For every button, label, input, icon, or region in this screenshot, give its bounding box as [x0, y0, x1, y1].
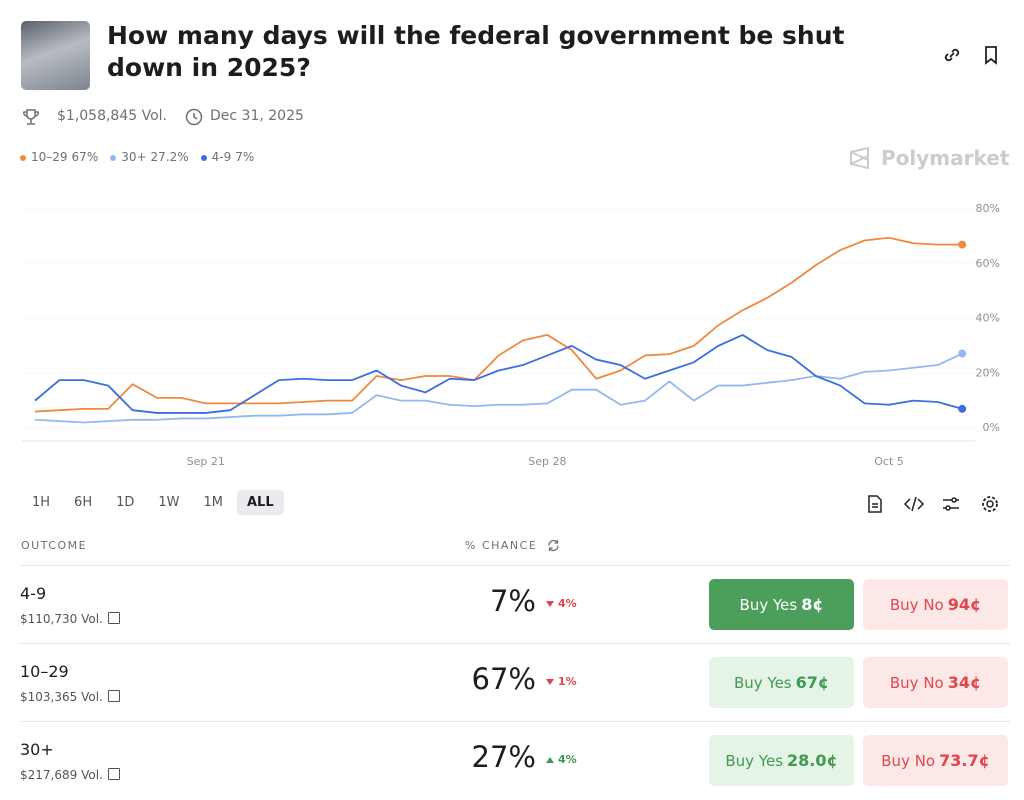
- outcome-name: 10–29: [20, 662, 69, 681]
- outcome-volume: $103,365 Vol.: [20, 690, 120, 704]
- buy-yes-button[interactable]: Buy Yes 67¢: [709, 657, 854, 708]
- change-arrow: [546, 679, 554, 685]
- buy-no-label: Buy No: [889, 673, 944, 692]
- outcome-volume: $217,689 Vol.: [20, 768, 120, 782]
- buy-yes-button[interactable]: Buy Yes 8¢: [709, 579, 854, 630]
- range-button[interactable]: 1M: [203, 495, 224, 510]
- title: How many days will the federal governmen…: [107, 21, 845, 82]
- legend-item: 30+ 27.2%: [110, 150, 189, 164]
- buy-no-label: Buy No: [889, 595, 944, 614]
- x-tick-label: Sep 21: [187, 455, 225, 468]
- brand: Polymarket: [881, 146, 1010, 170]
- buy-yes-price: 28.0¢: [787, 751, 838, 770]
- range-button[interactable]: 6H: [74, 495, 93, 510]
- x-tick-label: Sep 28: [528, 455, 566, 468]
- outcome-chance: 27%: [471, 740, 536, 774]
- y-tick-label: 0%: [983, 421, 1000, 434]
- brand-logo: [850, 146, 869, 170]
- outcome-chance: 7%: [489, 584, 536, 618]
- legend-name: 4-9: [211, 150, 232, 164]
- change-value: 1%: [558, 675, 577, 688]
- buy-no-label: Buy No: [881, 751, 936, 770]
- y-tick-label: 40%: [976, 312, 1000, 325]
- legend-item: 4-9 7%: [200, 150, 255, 164]
- buy-no-price: 73.7¢: [939, 751, 990, 770]
- y-tick-label: 60%: [976, 257, 1000, 270]
- legend-swatch: [200, 154, 207, 161]
- outcome-change: 4%: [546, 597, 577, 610]
- buy-no-price: 94¢: [947, 595, 982, 614]
- range-button[interactable]: 1H: [32, 495, 51, 510]
- series-line: [34, 334, 963, 414]
- refresh-icon[interactable]: [547, 539, 560, 552]
- outcome-row: 30+ $217,689 Vol. 27% 4% Buy Yes 28.0¢ Buy No 7…: [20, 721, 1010, 799]
- outcome-volume: $110,730 Vol.: [20, 612, 120, 626]
- bookmark-icon[interactable]: [982, 45, 1000, 65]
- buy-yes-label: Buy Yes: [725, 751, 784, 770]
- buy-yes-label: Buy Yes: [733, 673, 792, 692]
- gift-icon: [107, 690, 120, 702]
- outcome-name: 4-9: [20, 584, 47, 603]
- outcome-change: 1%: [546, 675, 577, 688]
- legend: 10–29 67% 30+ 27.2% 4-9 7%: [20, 150, 254, 164]
- series-line: [34, 352, 963, 424]
- range-button[interactable]: 1D: [116, 495, 135, 510]
- legend-name: 10–29: [31, 150, 68, 164]
- end-marker: [958, 404, 967, 413]
- range-button[interactable]: 1W: [158, 495, 180, 510]
- end-marker: [958, 240, 967, 249]
- buy-yes-price: 8¢: [801, 595, 824, 614]
- y-tick-label: 20%: [976, 366, 1000, 379]
- range-button[interactable]: ALL: [237, 490, 284, 515]
- end-date: Dec 31, 2025: [210, 108, 304, 124]
- legend-value: 7%: [235, 150, 255, 164]
- outcome-chance: 67%: [471, 662, 536, 696]
- clock-icon: [185, 108, 203, 126]
- y-tick-label: 80%: [976, 202, 1000, 215]
- change-value: 4%: [558, 753, 577, 766]
- chart: 0% 20% 40% 60% 80% Sep 21 Sep 28 Oct 5: [22, 202, 1000, 468]
- buy-no-button[interactable]: Buy No 94¢: [863, 579, 1008, 630]
- link-icon[interactable]: [942, 45, 962, 65]
- trophy-icon: [23, 109, 39, 125]
- gift-icon: [107, 612, 120, 624]
- outcome-name: 30+: [20, 740, 54, 759]
- buy-no-button[interactable]: Buy No 73.7¢: [863, 735, 1008, 786]
- outcome-header: OUTCOME: [21, 539, 88, 552]
- series-line: [34, 236, 963, 413]
- x-tick-label: Oct 5: [874, 455, 904, 468]
- buy-no-button[interactable]: Buy No 34¢: [863, 657, 1008, 708]
- change-arrow: [546, 757, 554, 763]
- outcome-row: 10–29 $103,365 Vol. 67% 1% Buy Yes 67¢ Buy No 3…: [20, 643, 1010, 721]
- buy-no-price: 34¢: [947, 673, 982, 692]
- change-value: 4%: [558, 597, 577, 610]
- outcome-row: 4-9 $110,730 Vol. 7% 4% Buy Yes 8¢ Buy No 94¢: [20, 565, 1010, 643]
- market-image: [21, 21, 90, 90]
- buy-yes-button[interactable]: Buy Yes 28.0¢: [709, 735, 854, 786]
- legend-value: 27.2%: [150, 150, 189, 164]
- end-marker: [958, 349, 967, 358]
- buy-yes-price: 67¢: [795, 673, 830, 692]
- legend-name: 30+: [121, 150, 147, 164]
- chart-tools[interactable]: [866, 494, 1006, 514]
- change-arrow: [546, 601, 554, 607]
- buy-yes-label: Buy Yes: [739, 595, 798, 614]
- volume: $1,058,845 Vol.: [57, 108, 168, 124]
- chance-header: % CHANCE: [465, 539, 538, 552]
- legend-item: 10–29 67%: [20, 150, 98, 164]
- legend-swatch: [20, 154, 26, 161]
- legend-value: 67%: [71, 150, 99, 164]
- legend-swatch: [110, 154, 117, 161]
- gift-icon: [107, 768, 120, 780]
- outcome-change: 4%: [546, 753, 577, 766]
- range-selector: 1H 6H 1D 1W 1M ALL: [22, 490, 284, 515]
